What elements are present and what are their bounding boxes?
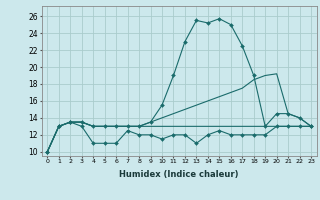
X-axis label: Humidex (Indice chaleur): Humidex (Indice chaleur)	[119, 170, 239, 179]
